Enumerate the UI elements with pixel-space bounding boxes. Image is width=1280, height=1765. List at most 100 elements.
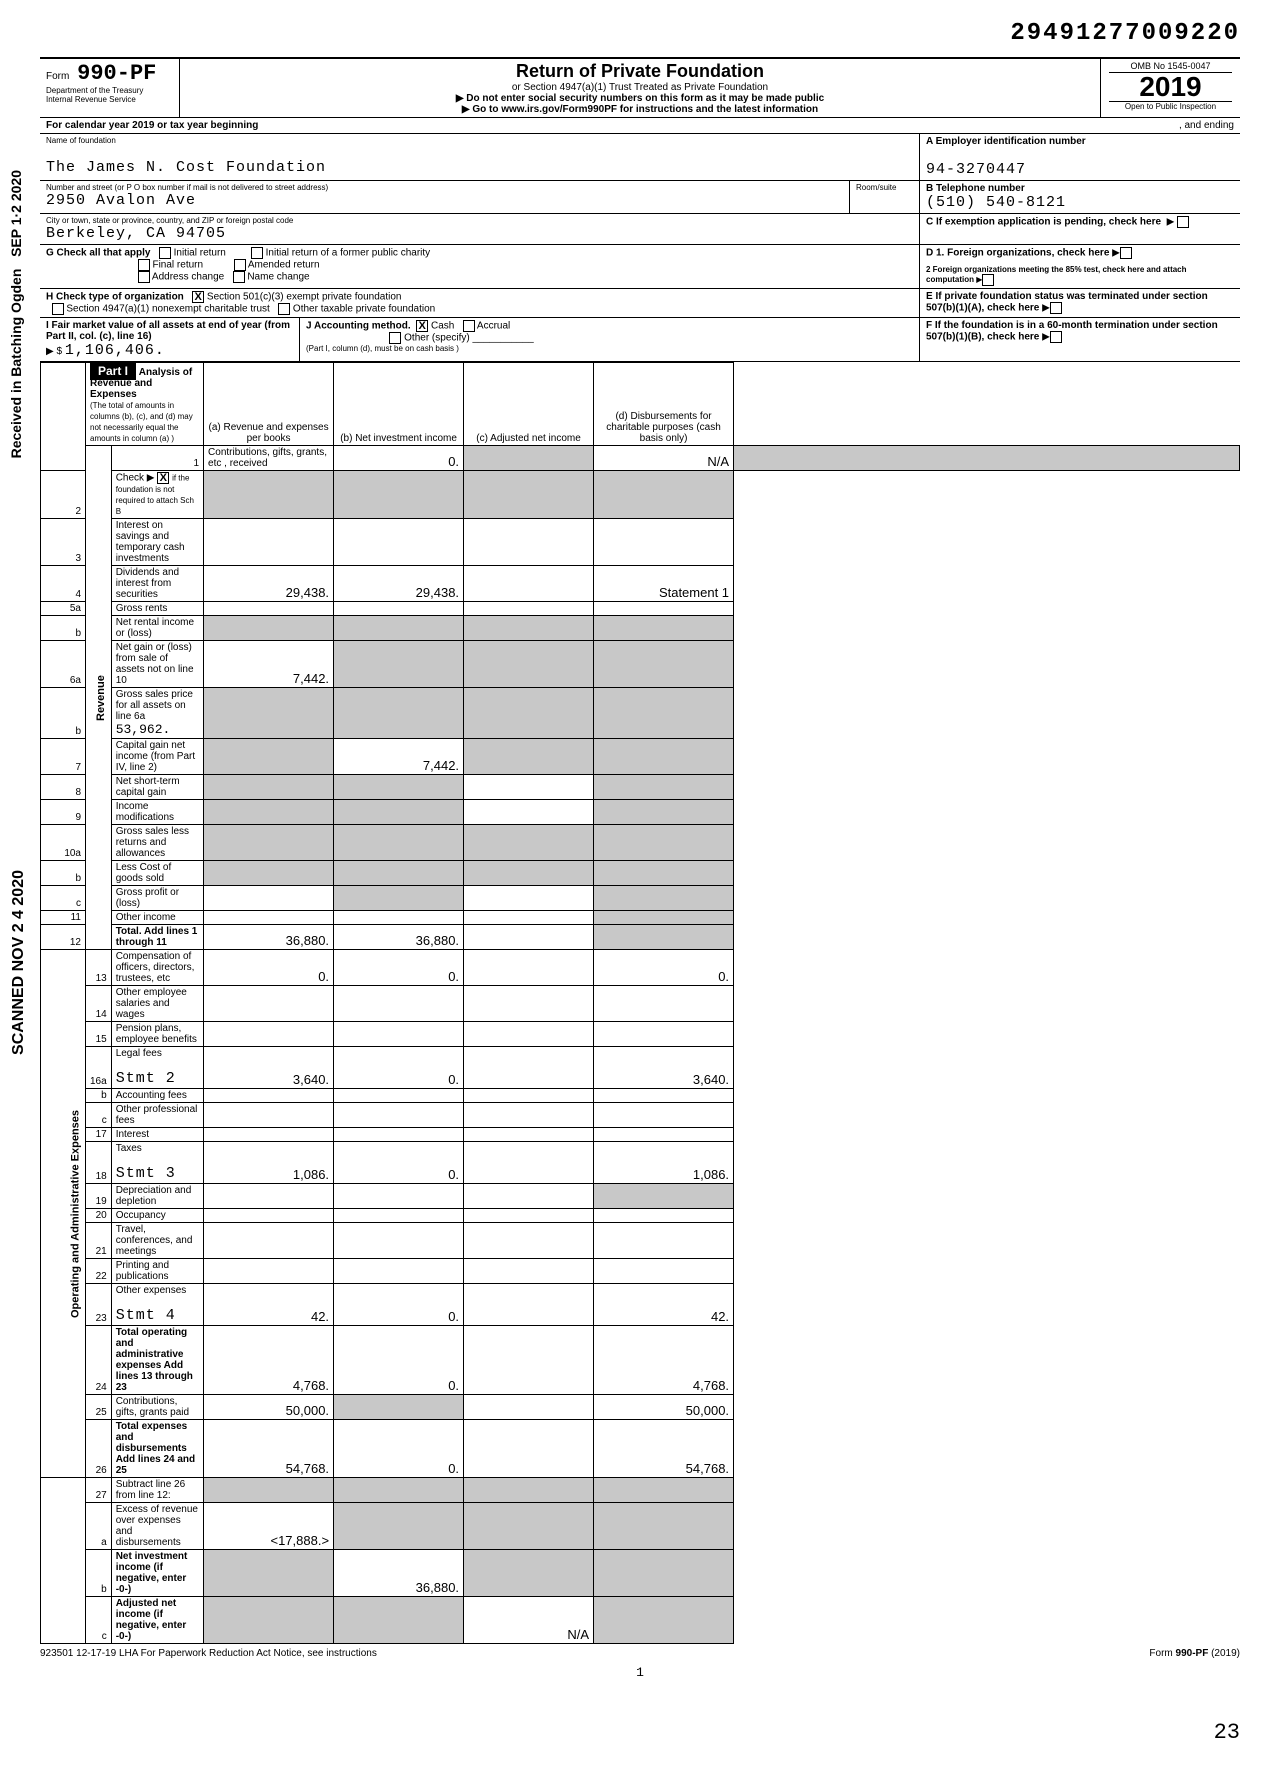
table-row: 17Interest (41, 1128, 1240, 1142)
g-addr-change: Address change (152, 272, 224, 283)
table-row: aExcess of revenue over expenses and dis… (41, 1503, 1240, 1550)
j-other: Other (specify) (404, 333, 470, 344)
g-addr-checkbox[interactable] (138, 271, 150, 283)
footer-left: 923501 12-17-19 LHA For Paperwork Reduct… (40, 1648, 377, 1659)
ein-value: 94-3270447 (926, 161, 1234, 178)
g-initial-checkbox[interactable] (159, 247, 171, 259)
f-label: F If the foundation is in a 60-month ter… (926, 320, 1218, 343)
part1-subtitle: (The total of amounts in columns (b), (c… (90, 401, 193, 443)
form-number: 990-PF (77, 61, 156, 86)
c-label: C If exemption application is pending, c… (926, 217, 1161, 228)
table-row: 19Depreciation and depletion (41, 1184, 1240, 1209)
table-row: 18 Taxes Stmt 3 1,086.0.1,086. (41, 1142, 1240, 1184)
table-row: 16a Legal fees Stmt 2 3,640.0.3,640. (41, 1047, 1240, 1089)
g-final: Final return (152, 260, 203, 271)
table-row: 24Total operating and administrative exp… (41, 1326, 1240, 1395)
city-value: Berkeley, CA 94705 (46, 225, 913, 242)
h-label: H Check type of organization (46, 292, 184, 303)
i-value: 1,106,406. (65, 342, 165, 359)
table-row: b Gross sales price for all assets on li… (41, 688, 1240, 739)
d2-label: 2 Foreign organizations meeting the 85% … (926, 265, 1187, 284)
table-row: 7Capital gain net income (from Part IV, … (41, 739, 1240, 775)
table-row: 15Pension plans, employee benefits (41, 1022, 1240, 1047)
e-label: E If private foundation status was termi… (926, 291, 1208, 314)
g-amended-checkbox[interactable] (234, 259, 246, 271)
c-checkbox[interactable] (1177, 216, 1189, 228)
form-sub3: ▶ Go to www.irs.gov/Form990PF for instru… (186, 104, 1094, 115)
h-other-checkbox[interactable] (278, 303, 290, 315)
table-row: 2 Check ▶ X if the foundation is not req… (41, 471, 1240, 519)
name-label: Name of foundation (46, 136, 913, 145)
col-b-header: (b) Net investment income (334, 363, 464, 446)
g-label: G Check all that apply (46, 248, 150, 259)
d1-label: D 1. Foreign organizations, check here (926, 248, 1109, 259)
g-name-change: Name change (247, 272, 309, 283)
table-row: 20Occupancy (41, 1209, 1240, 1223)
table-row: 26Total expenses and disbursements Add l… (41, 1420, 1240, 1478)
table-row: 11Other income (41, 911, 1240, 925)
d2-checkbox[interactable] (982, 274, 994, 286)
stamp-date: SEP 1·2 2020 (8, 170, 24, 257)
i-label: I Fair market value of all assets at end… (46, 320, 290, 342)
form-prefix: Form (46, 71, 69, 82)
page-number: 1 (40, 1665, 1240, 1680)
i-note: (Part I, column (d), must be on cash bas… (306, 344, 913, 353)
form-irs: Internal Revenue Service (46, 95, 173, 104)
ein-label: A Employer identification number (926, 136, 1234, 147)
table-row: bNet investment income (if negative, ent… (41, 1550, 1240, 1597)
stamp-scanned: SCANNED NOV 2 4 2020 (10, 870, 28, 1055)
table-row: 5aGross rents (41, 602, 1240, 616)
g-former-checkbox[interactable] (251, 247, 263, 259)
part1-table: Part I Analysis of Revenue and Expenses … (40, 362, 1240, 1644)
d1-checkbox[interactable] (1120, 247, 1132, 259)
revenue-section-label: Revenue (86, 446, 112, 950)
schb-checkbox[interactable]: X (157, 472, 169, 484)
j-cash: Cash (431, 321, 454, 332)
table-row: 21Travel, conferences, and meetings (41, 1223, 1240, 1259)
foundation-name: The James N. Cost Foundation (46, 159, 913, 176)
calendar-end: , and ending (264, 118, 1240, 133)
calendar-year-label: For calendar year 2019 or tax year begin… (40, 118, 264, 133)
table-row: 10aGross sales less returns and allowanc… (41, 825, 1240, 861)
h-501c3: Section 501(c)(3) exempt private foundat… (207, 292, 402, 303)
table-row: 6aNet gain or (loss) from sale of assets… (41, 641, 1240, 688)
h-4947-checkbox[interactable] (52, 303, 64, 315)
e-checkbox[interactable] (1050, 302, 1062, 314)
form-title: Return of Private Foundation (186, 61, 1094, 82)
tracking-number: 29491277009220 (40, 20, 1240, 47)
j-label: J Accounting method. (306, 321, 411, 332)
stamp-received: Received in Batching Ogden (8, 269, 24, 459)
telephone-label: B Telephone number (926, 183, 1234, 194)
g-former: Initial return of a former public charit… (266, 248, 431, 259)
tax-year: 2019 (1109, 73, 1232, 101)
form-sub2: ▶ Do not enter social security numbers o… (186, 93, 1094, 104)
table-row: 8Net short-term capital gain (41, 775, 1240, 800)
table-row: 25Contributions, gifts, grants paid 50,0… (41, 1395, 1240, 1420)
f-checkbox[interactable] (1050, 331, 1062, 343)
table-row: 3Interest on savings and temporary cash … (41, 519, 1240, 566)
room-label: Room/suite (856, 183, 913, 192)
table-row: 9Income modifications (41, 800, 1240, 825)
g-name-checkbox[interactable] (233, 271, 245, 283)
city-label: City or town, state or province, country… (46, 216, 913, 225)
table-row: Revenue 1Contributions, gifts, grants, e… (41, 446, 1240, 471)
j-cash-checkbox[interactable]: X (416, 320, 428, 332)
g-final-checkbox[interactable] (138, 259, 150, 271)
open-inspection: Open to Public Inspection (1109, 101, 1232, 111)
h-501c3-checkbox[interactable]: X (192, 291, 204, 303)
h-4947: Section 4947(a)(1) nonexempt charitable … (66, 304, 269, 315)
corner-number: 23 (40, 1720, 1240, 1745)
form-sub1: or Section 4947(a)(1) Trust Treated as P… (186, 82, 1094, 93)
table-row: cOther professional fees (41, 1103, 1240, 1128)
col-c-header: (c) Adjusted net income (464, 363, 594, 446)
table-row: bNet rental income or (loss) (41, 616, 1240, 641)
table-row: Operating and Administrative Expenses 13… (41, 950, 1240, 986)
table-row: 22Printing and publications (41, 1259, 1240, 1284)
expense-section-label: Operating and Administrative Expenses (41, 950, 86, 1478)
j-other-checkbox[interactable] (389, 332, 401, 344)
telephone-value: (510) 540-8121 (926, 194, 1234, 211)
j-accrual-checkbox[interactable] (463, 320, 475, 332)
form-dept: Department of the Treasury (46, 86, 173, 95)
table-row: 23 Other expenses Stmt 4 42.0.42. (41, 1284, 1240, 1326)
street-address: 2950 Avalon Ave (46, 192, 843, 209)
